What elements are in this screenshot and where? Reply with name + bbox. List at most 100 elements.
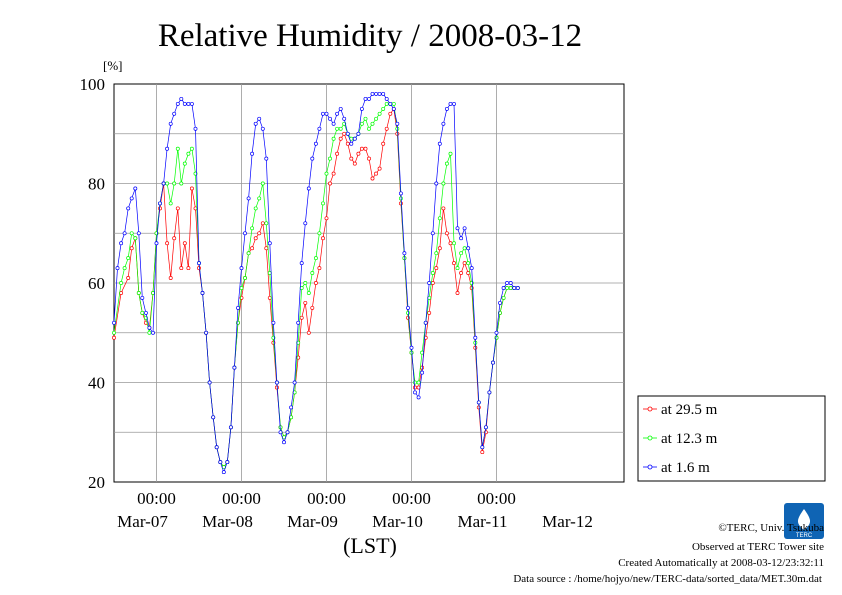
credit-source: Data source : /home/hojyo/new/TERC-data/…: [513, 573, 822, 585]
data-point: [377, 91, 382, 96]
data-point: [310, 156, 315, 161]
terc-logo: TERC: [784, 503, 824, 539]
data-point: [228, 425, 233, 430]
data-point: [494, 330, 499, 335]
data-point: [147, 330, 152, 335]
data-point: [413, 390, 417, 395]
data-point: [112, 320, 116, 325]
data-point: [112, 330, 116, 335]
data-point: [151, 291, 155, 295]
x-date-label: Mar-08: [202, 512, 253, 531]
data-point: [459, 271, 464, 275]
data-point: [349, 156, 354, 161]
data-point: [338, 136, 343, 141]
data-point: [328, 156, 332, 161]
data-point: [112, 335, 116, 340]
data-point: [406, 305, 410, 310]
data-point: [381, 141, 386, 146]
data-point: [356, 131, 361, 136]
data-point: [324, 216, 329, 221]
data-point: [257, 116, 262, 121]
data-point: [459, 236, 464, 241]
data-point: [381, 91, 386, 96]
data-point: [338, 106, 343, 111]
data-point: [197, 266, 201, 271]
data-point: [243, 231, 247, 236]
data-point: [239, 286, 244, 290]
data-point: [338, 126, 343, 131]
data-point: [179, 96, 184, 101]
data-point: [370, 91, 375, 96]
data-point: [512, 286, 517, 290]
data-point: [182, 161, 187, 166]
data-point: [498, 300, 502, 305]
data-point: [441, 121, 446, 126]
data-point: [313, 141, 318, 146]
data-point: [175, 206, 180, 211]
series-line: [113, 103, 518, 468]
data-point: [306, 186, 311, 191]
data-point: [119, 281, 124, 285]
data-point: [250, 151, 255, 156]
series-line: [113, 107, 518, 468]
x-tick-time-label: 00:00: [222, 489, 261, 508]
data-point: [133, 236, 138, 241]
data-point: [473, 335, 478, 340]
data-point: [257, 231, 262, 236]
data-point: [434, 266, 439, 271]
data-point: [303, 281, 308, 285]
data-point: [367, 96, 371, 101]
data-point: [313, 281, 318, 285]
data-point: [430, 271, 435, 275]
data-point: [441, 206, 446, 211]
data-point: [239, 266, 244, 271]
data-point: [469, 266, 474, 271]
grid-lines: [114, 84, 624, 482]
data-point: [395, 121, 400, 126]
data-point: [129, 231, 134, 236]
data-point: [292, 380, 297, 385]
data-point: [186, 101, 191, 106]
series-1: [112, 101, 520, 470]
data-point: [342, 131, 347, 136]
data-point: [317, 231, 322, 236]
data-point: [179, 266, 184, 271]
data-point: [204, 330, 209, 335]
data-point: [122, 231, 127, 236]
data-point: [430, 231, 435, 236]
data-point: [328, 116, 332, 121]
x-date-label: Mar-09: [287, 512, 338, 531]
data-point: [374, 91, 379, 96]
data-point: [154, 241, 159, 246]
data-point: [370, 121, 375, 126]
data-point: [271, 320, 276, 325]
data-point: [359, 106, 364, 111]
data-point: [352, 161, 357, 166]
data-point: [232, 365, 237, 370]
data-point: [444, 161, 449, 166]
data-point: [466, 271, 471, 275]
data-point: [126, 276, 131, 280]
data-point: [427, 281, 432, 285]
data-point: [119, 241, 124, 246]
chart-title: Relative Humidity / 2008-03-12: [158, 18, 582, 54]
data-point: [508, 286, 513, 290]
data-point: [296, 340, 301, 345]
series-layer: [112, 91, 520, 475]
data-point: [501, 286, 506, 290]
data-point: [225, 460, 230, 465]
data-point: [165, 181, 170, 186]
data-point: [391, 106, 396, 111]
data-point: [186, 266, 191, 271]
data-point: [172, 111, 177, 116]
data-point: [321, 111, 325, 116]
data-point: [328, 181, 332, 186]
x-tick-time-label: 00:00: [137, 489, 176, 508]
data-point: [501, 295, 506, 300]
data-point: [168, 276, 173, 280]
data-point: [466, 261, 471, 266]
y-tick-label: 80: [88, 175, 105, 194]
data-point: [129, 196, 134, 201]
data-point: [306, 330, 311, 335]
data-point: [448, 151, 453, 156]
